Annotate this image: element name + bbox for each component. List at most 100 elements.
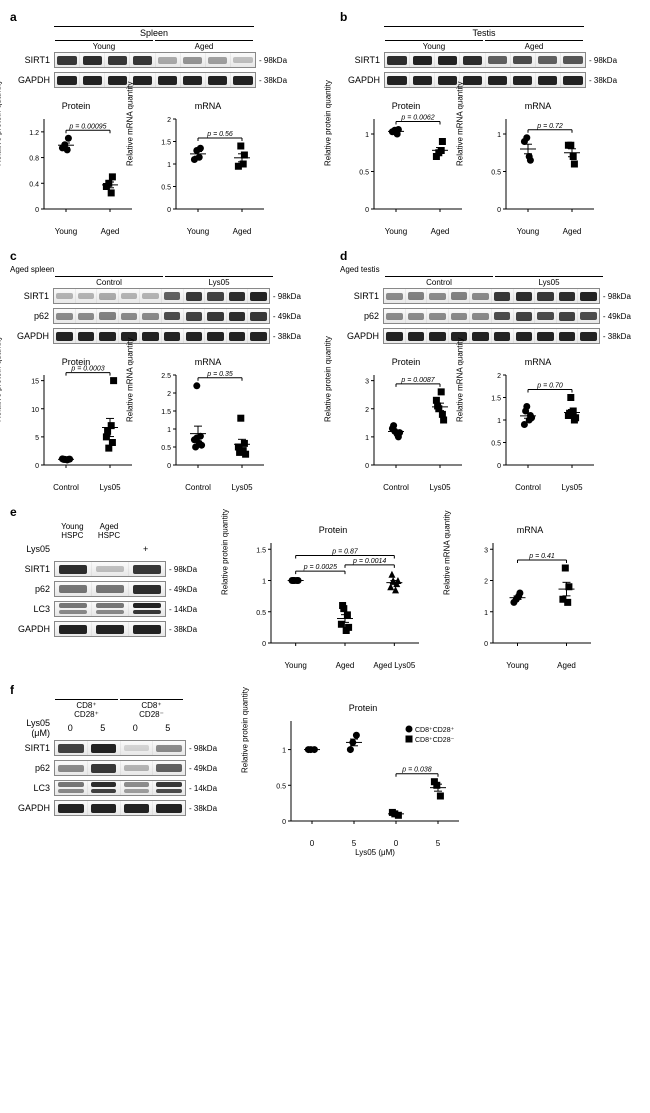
blot-lane [162,309,184,323]
chart-xtick-label: Lys05 [88,483,132,492]
svg-text:CD8⁺CD28⁺: CD8⁺CD28⁺ [415,727,455,734]
blot-protein-label: SIRT1 [340,291,383,301]
chart-xlabels: 0505 [291,839,459,848]
blot-lane [561,73,585,87]
blot-lane [578,329,599,343]
blot-mw-label: - 38kDa [256,76,297,85]
svg-text:0.5: 0.5 [359,170,369,177]
blot-lane [184,289,206,303]
scatter-chart: mRNA00.511.522.5p = 0.35Relative mRNA qu… [148,357,268,487]
chart-title: Protein [346,357,466,367]
panel-label: e [10,505,630,519]
svg-text:2.5: 2.5 [161,373,171,380]
svg-text:0: 0 [497,207,501,214]
blot-lane [121,781,154,795]
svg-text:1.5: 1.5 [256,547,266,554]
svg-text:2: 2 [167,117,171,124]
panel-label: f [10,683,630,697]
chart-ylabel: Relative mRNA quantity [443,511,452,595]
scatter-chart: Protein00.511.5p = 0.0025p = 0.0014p = 0… [243,525,423,665]
blot-lane [511,73,536,87]
blot-strip [54,601,166,617]
blot-strip [54,72,256,88]
svg-text:1.2: 1.2 [29,130,39,137]
scatter-chart: Protein051015p = 0.0003Relative protein … [16,357,136,487]
blot-protein-label: p62 [340,311,383,321]
blot-lane [80,53,105,67]
svg-text:1: 1 [484,610,488,617]
blot-row: p62- 49kDa [10,307,310,325]
blot-col-group: CD8⁺ CD28⁻ [120,699,183,719]
blot-lane [140,329,162,343]
blot-lane [54,309,76,323]
chart-ylabel: Relative mRNA quantity [456,338,465,422]
blot-row: GAPDH- 38kDa [10,327,310,345]
blot-protein-label: GAPDH [10,624,54,634]
blot-lane [55,53,80,67]
blot-strip [53,288,270,304]
scatter-chart: Protein00.51p = 0.038CD8⁺CD28⁺CD8⁺CD28⁻R… [263,703,463,843]
blot-lane [205,289,227,303]
blot-group-labels: YoungAged [54,40,254,51]
blot-lane [460,53,485,67]
chart-xtick-label: Aged [542,661,591,670]
blot-lane [536,53,561,67]
blot-lane [486,73,511,87]
blot-lane [55,622,92,636]
blot-lane [227,289,249,303]
blot-lane [55,73,80,87]
blot-lane [88,781,121,795]
blot-lane [55,761,88,775]
blot-row: GAPDH- 38kDa [10,799,227,817]
blot-lane [54,289,76,303]
blot-lane [384,329,406,343]
chart-title: Protein [16,101,136,111]
blot-row: p62- 49kDa [340,307,640,325]
blot-lane [427,329,449,343]
blot-col-label: Young HSPC [55,521,90,540]
blot-lane [92,602,129,616]
chart-title: mRNA [478,357,598,367]
svg-text:1: 1 [365,435,369,442]
blot-mw-label: - 38kDa [166,625,207,634]
chart-xlabels: ControlLys05 [44,483,132,492]
blot-lane [153,781,185,795]
scatter-chart: mRNA00.511.52p = 0.70Relative mRNA quant… [478,357,598,487]
blot-row: p62- 49kDa [10,580,207,598]
chart-xlabels: YoungAged [374,227,462,236]
blot-lane [410,73,435,87]
blot-lane [535,309,557,323]
chart-ylabel: Relative mRNA quantity [126,338,135,422]
blot-lane [206,53,231,67]
chart-xtick-label: Aged [220,227,264,236]
western-blot: SpleenYoungAgedSIRT1- 98kDaGAPDH- 38kDa [10,26,310,89]
blot-mw-label: - 98kDa [166,565,207,574]
blot-protein-label: p62 [10,311,53,321]
blot-row: SIRT1- 98kDa [10,51,310,69]
blot-lane [535,329,557,343]
svg-text:1: 1 [497,132,501,139]
lys05-row-label: Lys05 [10,544,54,554]
lys05-row-label: Lys05 (μM) [10,718,54,738]
svg-text:0: 0 [484,641,488,648]
blot-lane [406,329,428,343]
blot-row: GAPDH- 38kDa [10,71,310,89]
blot-lane [384,309,406,323]
western-blot: ControlLys05SIRT1- 98kDap62- 49kDaGAPDH-… [10,276,310,345]
blot-lane [578,289,599,303]
blot-lane [406,309,428,323]
svg-text:1: 1 [167,162,171,169]
blot-strip [54,52,256,68]
blot-col-groups: CD8⁺ CD28⁺CD8⁺ CD28⁻ [54,699,184,719]
blot-group-labels: ControlLys05 [384,276,604,287]
svg-text:1.5: 1.5 [491,396,501,403]
blot-lane [119,289,141,303]
blot-lane [514,309,536,323]
panel-label: c [10,249,310,263]
lys05-row: + [54,544,164,554]
chart-xlabels: YoungAged [176,227,264,236]
chart-ylabel: Relative protein quantity [241,687,250,773]
panel-c: cAged spleenControlLys05SIRT1- 98kDap62-… [10,249,310,487]
blot-col-label: Aged HSPC [92,521,127,540]
blot-lane [492,289,514,303]
